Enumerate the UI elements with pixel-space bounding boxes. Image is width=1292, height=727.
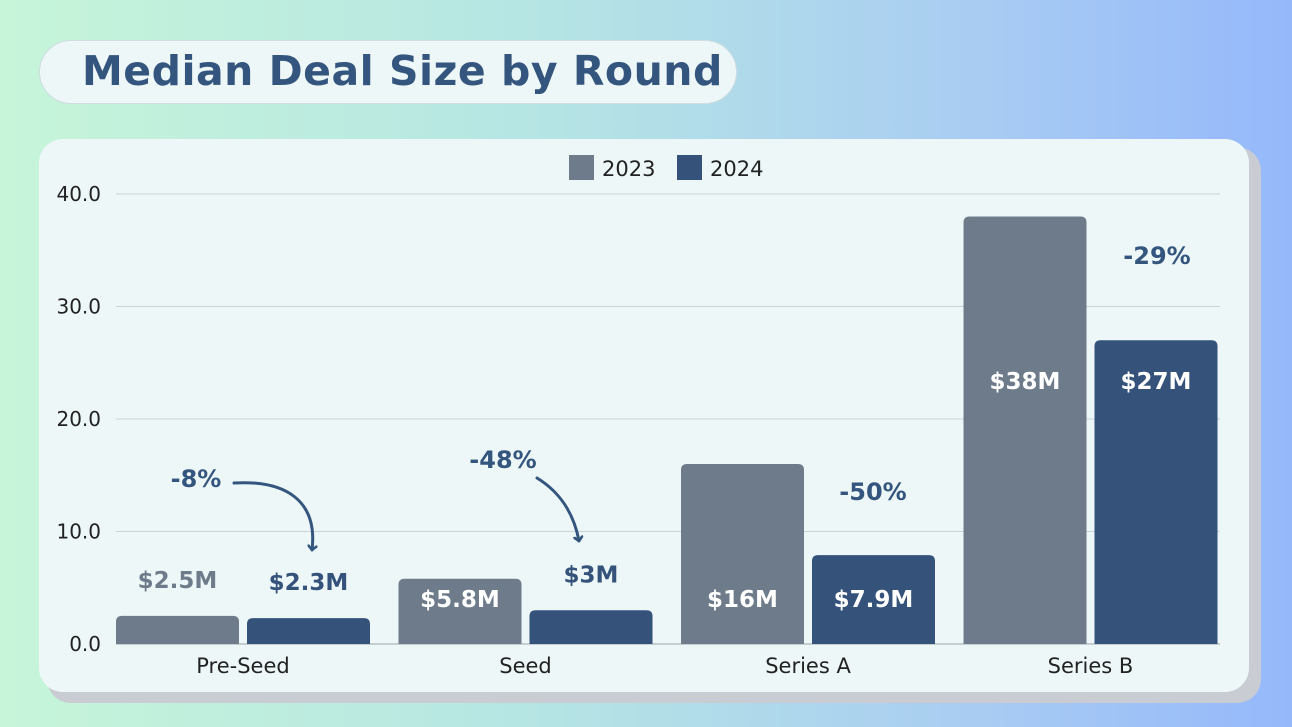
x-category-label: Seed: [499, 654, 552, 678]
bar-2024-seed: [529, 610, 653, 644]
bar-2023-pre-seed: [116, 615, 239, 644]
bar-2023-seed: [398, 578, 522, 644]
labels: 0.0 10.0 20.0 30.0 40.0 $2.5M $2.3M Pre-Seed $5.…: [56, 182, 1191, 678]
change-percent-label: -50%: [839, 478, 906, 506]
bar-2023-series-a: [681, 464, 804, 644]
bar-value-label: $3M: [564, 562, 619, 588]
change-percent-label: -48%: [469, 446, 536, 474]
title-pill: Median Deal Size by Round: [39, 40, 737, 104]
bar-value-label: $38M: [990, 369, 1061, 395]
bar-2024-series-a: [812, 555, 935, 644]
y-tick-label: 40.0: [56, 182, 101, 206]
seed-change-arrow: [535, 476, 579, 543]
bar-value-label: $5.8M: [420, 587, 500, 613]
bar-value-label: $16M: [707, 587, 778, 613]
change-percent-label: -8%: [171, 465, 222, 493]
legend-swatch: [569, 155, 594, 180]
y-tick-label: 30.0: [56, 295, 101, 319]
chart-title: Median Deal Size by Round: [82, 47, 723, 95]
x-category-label: Series B: [1048, 654, 1134, 678]
bar-value-label: $2.3M: [269, 570, 349, 596]
bar-2024-pre-seed: [247, 618, 370, 644]
y-tick-label: 10.0: [56, 520, 101, 544]
bar-2024-series-b: [1094, 340, 1218, 644]
y-tick-label: 20.0: [56, 407, 101, 431]
bar-value-label: $2.5M: [138, 568, 218, 594]
annotation-arrows: [232, 476, 579, 552]
bar-value-label: $7.9M: [834, 587, 914, 613]
legend-label: 2023: [602, 157, 655, 181]
legend-label: 2024: [710, 157, 763, 181]
y-tick-label: 0.0: [69, 632, 101, 656]
legend: 2023 2024: [569, 155, 763, 181]
x-category-label: Series A: [765, 654, 851, 678]
pre-seed-change-arrow: [232, 481, 313, 552]
bar-value-label: $27M: [1121, 369, 1192, 395]
legend-swatch: [677, 155, 702, 180]
bars: [116, 216, 1218, 644]
x-category-label: Pre-Seed: [196, 654, 289, 678]
bar-2023-series-b: [963, 216, 1087, 644]
change-percent-label: -29%: [1123, 242, 1190, 270]
